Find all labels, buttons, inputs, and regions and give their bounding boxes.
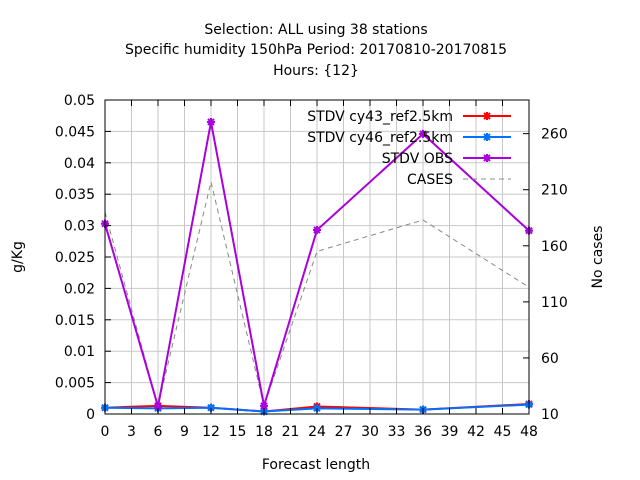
y-tick-label: 0.04 bbox=[64, 156, 95, 172]
axis-ticks: 0 3 6 9 12 15 18 21 24 27 30 33 36 39 42 45 4800.0050.01… bbox=[55, 93, 568, 440]
x-tick-label: 18 bbox=[255, 424, 273, 440]
x-tick-label: 15 bbox=[229, 424, 247, 440]
y-tick-label: 0.035 bbox=[55, 187, 95, 203]
x-tick-label: 27 bbox=[335, 424, 353, 440]
y2-tick-label: 260 bbox=[541, 127, 568, 143]
y2-axis-label: No cases bbox=[590, 226, 606, 289]
title-line-3: Hours: {12} bbox=[273, 63, 359, 79]
grid bbox=[105, 100, 529, 414]
x-axis-label: Forecast length bbox=[262, 457, 370, 473]
series-point bbox=[313, 225, 321, 234]
x-tick-label: 9 bbox=[180, 424, 189, 440]
legend-label: STDV cy43_ref2.5km bbox=[307, 109, 453, 125]
x-tick-label: 45 bbox=[494, 424, 512, 440]
x-tick-label: 36 bbox=[414, 424, 432, 440]
x-tick-label: 6 bbox=[154, 424, 163, 440]
legend-label: CASES bbox=[407, 172, 453, 188]
y-tick-label: 0.045 bbox=[55, 124, 95, 140]
series-point bbox=[154, 402, 162, 411]
x-tick-label: 30 bbox=[361, 424, 379, 440]
y2-tick-label: 160 bbox=[541, 239, 568, 255]
title-line-1: Selection: ALL using 38 stations bbox=[204, 22, 427, 38]
y-tick-label: 0.01 bbox=[64, 344, 95, 360]
legend-label: STDV cy46_ref2.5km bbox=[307, 130, 453, 146]
chart-title: Selection: ALL using 38 stations Specifi… bbox=[125, 22, 507, 79]
y2-tick-label: 110 bbox=[541, 295, 568, 311]
y-axis-label: g/Kg bbox=[10, 241, 26, 273]
y-tick-label: 0.005 bbox=[55, 376, 95, 392]
y2-tick-label: 60 bbox=[541, 351, 559, 367]
y-tick-label: 0.02 bbox=[64, 281, 95, 297]
y-tick-label: 0 bbox=[86, 407, 95, 423]
x-tick-label: 48 bbox=[520, 424, 538, 440]
legend: STDV cy43_ref2.5km STDV cy46_ref2.5km STDV… bbox=[307, 109, 511, 188]
x-tick-label: 21 bbox=[282, 424, 300, 440]
x-tick-label: 12 bbox=[202, 424, 220, 440]
x-tick-label: 3 bbox=[127, 424, 136, 440]
legend-marker bbox=[483, 112, 491, 120]
legend-label: STDV OBS bbox=[382, 151, 453, 167]
title-line-2: Specific humidity 150hPa Period: 2017081… bbox=[125, 42, 507, 58]
x-tick-label: 42 bbox=[467, 424, 485, 440]
legend-marker bbox=[483, 133, 491, 141]
series-point bbox=[419, 129, 427, 138]
y2-tick-label: 210 bbox=[541, 183, 568, 199]
x-tick-label: 0 bbox=[101, 424, 110, 440]
y-tick-label: 0.025 bbox=[55, 250, 95, 266]
y-tick-label: 0.015 bbox=[55, 313, 95, 329]
x-tick-label: 39 bbox=[441, 424, 459, 440]
series-point bbox=[207, 117, 215, 126]
y2-tick-label: 10 bbox=[541, 407, 559, 423]
x-tick-label: 24 bbox=[308, 424, 326, 440]
legend-marker bbox=[483, 154, 491, 162]
y-tick-label: 0.05 bbox=[64, 93, 95, 109]
x-tick-label: 33 bbox=[388, 424, 406, 440]
y-tick-label: 0.03 bbox=[64, 219, 95, 235]
